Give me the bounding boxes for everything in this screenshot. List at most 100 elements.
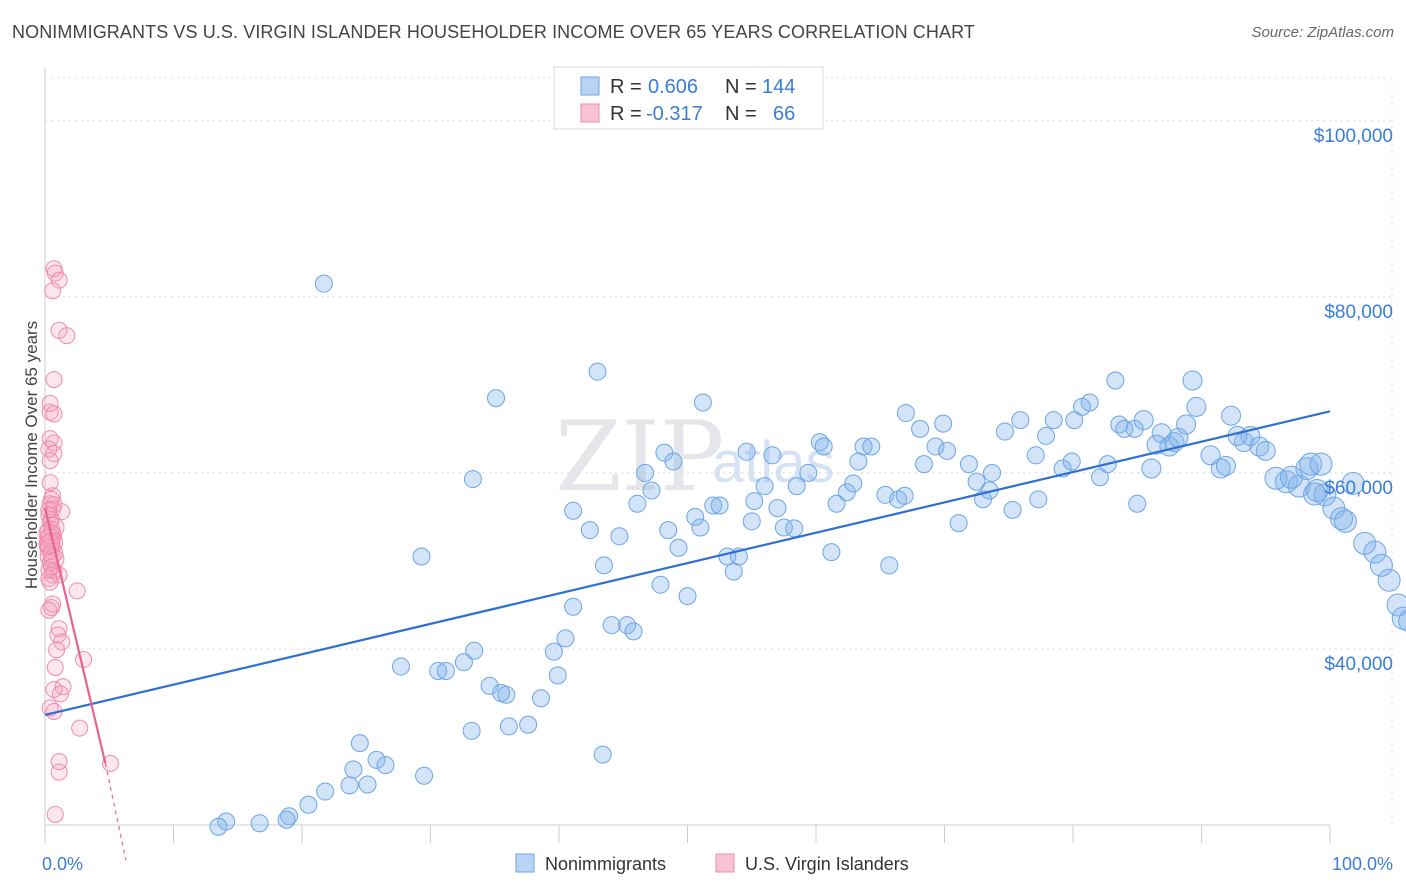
series-legend: Nonimmigrants U.S. Virgin Islanders <box>515 853 909 874</box>
legend-r-label-2: R = <box>610 103 642 125</box>
data-point <box>1044 411 1063 430</box>
data-point <box>938 441 957 460</box>
data-point <box>1299 452 1323 476</box>
data-point <box>350 734 369 753</box>
data-point <box>1255 440 1276 461</box>
data-point <box>41 452 59 470</box>
data-point <box>41 394 59 412</box>
data-point <box>642 481 661 500</box>
data-point <box>1333 509 1357 533</box>
series-virgin-islanders <box>38 260 120 823</box>
data-point <box>1295 457 1319 481</box>
data-point <box>1182 370 1203 391</box>
data-point <box>299 795 318 814</box>
y-tick-label: $100,000 <box>1314 126 1393 147</box>
data-point <box>376 756 395 775</box>
data-point <box>50 271 68 289</box>
data-point <box>71 719 89 737</box>
y-tick-label: $80,000 <box>1324 302 1393 323</box>
legend-n-value-1: 144 <box>762 76 795 98</box>
data-point <box>532 689 551 708</box>
y-tick-labels: $40,000 $60,000 $80,000 $100,000 <box>1314 126 1393 675</box>
bottom-legend-swatch-pink <box>715 853 735 873</box>
data-point <box>651 575 670 594</box>
data-point <box>602 616 621 635</box>
data-point <box>787 477 806 496</box>
data-point <box>544 642 563 661</box>
bottom-legend-label-2: U.S. Virgin Islanders <box>745 854 909 874</box>
data-point <box>39 532 61 554</box>
data-point <box>75 651 93 669</box>
data-point <box>465 641 484 660</box>
trend-line-virgin-islanders <box>43 507 107 764</box>
data-point <box>40 501 58 519</box>
data-point <box>497 685 516 704</box>
data-point <box>1029 490 1048 509</box>
data-point <box>462 721 481 740</box>
bottom-legend-swatch-blue <box>515 853 535 873</box>
data-point <box>1215 455 1236 476</box>
data-point <box>556 629 575 648</box>
data-point <box>967 472 986 491</box>
data-point <box>745 492 764 511</box>
data-point <box>742 512 761 531</box>
y-tick-label: $60,000 <box>1324 478 1393 499</box>
data-point <box>895 486 914 505</box>
data-point <box>1210 458 1231 479</box>
data-point <box>42 490 60 508</box>
bottom-legend-label-1: Nonimmigrants <box>545 854 666 874</box>
data-point <box>814 437 833 456</box>
data-point <box>50 763 68 781</box>
data-point <box>102 754 120 772</box>
data-point <box>44 282 62 300</box>
trend-lines <box>43 410 1331 861</box>
data-point <box>686 507 705 526</box>
data-point <box>959 455 978 474</box>
data-point <box>1330 507 1354 531</box>
data-point <box>250 814 269 833</box>
data-point <box>768 499 787 518</box>
data-point <box>1221 405 1242 426</box>
legend-r-value-1: 0.606 <box>648 76 698 98</box>
data-point <box>995 422 1014 441</box>
data-point <box>548 666 567 685</box>
data-point <box>1287 474 1311 498</box>
data-point <box>499 717 518 736</box>
watermark: ZIP atlas <box>555 401 835 513</box>
data-point <box>280 807 299 826</box>
trend-line-nonimmigrants <box>44 410 1331 717</box>
watermark-zip: ZIP <box>555 401 724 513</box>
data-point <box>911 419 930 438</box>
data-point <box>1176 414 1197 435</box>
data-point <box>610 527 629 546</box>
data-point <box>480 676 499 695</box>
trend-line-virgin-islanders-extension <box>104 763 127 861</box>
data-point <box>454 653 473 672</box>
data-point <box>1106 371 1125 390</box>
legend-n-label-2: N = <box>725 103 757 125</box>
data-point <box>48 641 66 659</box>
data-point <box>737 442 756 461</box>
data-point <box>1090 468 1109 487</box>
data-point <box>934 414 953 433</box>
data-point <box>1080 393 1099 412</box>
legend-swatch-blue <box>580 76 600 96</box>
data-point <box>40 601 58 619</box>
data-point <box>46 658 64 676</box>
data-point <box>659 521 678 540</box>
legend-r-label-1: R = <box>610 76 642 98</box>
data-point <box>277 810 296 829</box>
data-point <box>636 463 655 482</box>
legend-n-label-1: N = <box>725 76 757 98</box>
y-axis-label: Householder Income Over 65 years <box>22 321 41 589</box>
data-point <box>463 470 482 489</box>
legend-swatch-pink <box>580 103 600 123</box>
data-point <box>41 573 59 591</box>
data-point <box>412 547 431 566</box>
data-point <box>314 274 333 293</box>
data-point <box>46 805 64 823</box>
data-point <box>1341 471 1365 495</box>
axes <box>44 68 1331 843</box>
data-point <box>344 760 363 779</box>
data-point <box>588 362 607 381</box>
